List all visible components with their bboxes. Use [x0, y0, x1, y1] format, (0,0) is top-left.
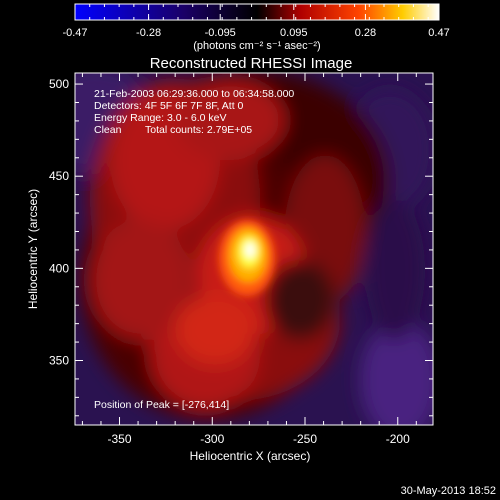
colorbar-tick-label: -0.28: [136, 27, 161, 39]
annotation-clean: Clean: [94, 124, 122, 136]
colorbar-tick-label: 0.095: [280, 27, 308, 39]
x-tick-label: -350: [108, 432, 132, 446]
annotation-energy: Energy Range: 3.0 - 6.0 keV: [94, 112, 227, 124]
colorbar-ticks: [74, 4, 440, 20]
annotation-time-range: 21-Feb-2003 06:29:36.000 to 06:34:58.000: [94, 88, 294, 100]
plot-timestamp: 30-May-2013 18:52: [401, 485, 496, 497]
y-axis-ticks: [75, 83, 433, 417]
x-tick-label: -250: [293, 432, 317, 446]
colorbar-tick-label: 0.47: [428, 27, 449, 39]
x-axis-tick-labels: -350 -300 -250 -200: [108, 432, 411, 446]
annotation-total-counts: Total counts: 2.79E+05: [145, 124, 252, 136]
x-axis-label: Heliocentric X (arcsec): [190, 449, 311, 463]
annotation-detectors: Detectors: 4F 5F 6F 7F 8F, Att 0: [94, 100, 244, 112]
plot-frame: [74, 72, 434, 426]
chart-title: Reconstructed RHESSI Image: [150, 55, 353, 72]
annotation-peak-position: Position of Peak = [-276,414]: [94, 399, 229, 411]
heatmap-image: [75, 73, 433, 425]
y-axis-label: Heliocentric Y (arcsec): [26, 189, 40, 309]
colorbar-tick-label: 0.28: [355, 27, 376, 39]
colorbar-units: (photons cm⁻² s⁻¹ asec⁻²): [193, 40, 320, 52]
colorbar-tick-label: -0.095: [205, 27, 236, 39]
y-axis-tick-labels: 500 450 400 350: [49, 77, 69, 367]
colorbar: [74, 3, 440, 21]
y-tick-label: 500: [49, 77, 69, 91]
x-tick-label: -300: [200, 432, 224, 446]
y-tick-label: 450: [49, 169, 69, 183]
y-tick-label: 400: [49, 261, 69, 275]
x-tick-label: -200: [386, 432, 410, 446]
colorbar-tick-label: -0.47: [62, 27, 87, 39]
y-tick-label: 350: [49, 353, 69, 367]
x-axis-ticks: [81, 73, 417, 425]
colorbar-tick-labels: -0.47 -0.28 -0.095 0.095 0.28 0.47: [62, 27, 449, 39]
